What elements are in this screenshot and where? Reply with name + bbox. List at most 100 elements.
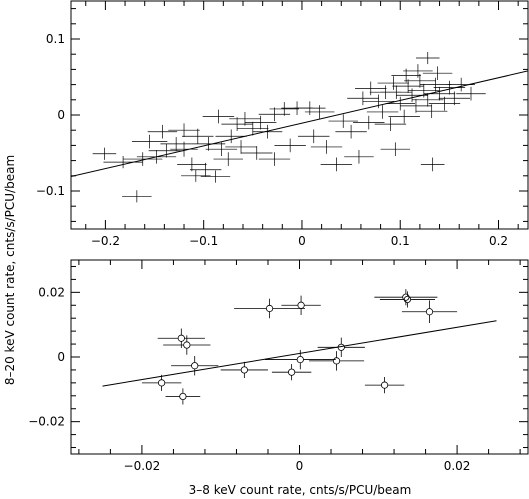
top-data-point bbox=[189, 162, 222, 177]
top-data-point bbox=[344, 149, 374, 164]
bottom-point-marker bbox=[288, 368, 296, 376]
bottom-point-marker bbox=[402, 293, 410, 301]
top-data-point bbox=[366, 105, 399, 119]
top-y-tick-label: 0.1 bbox=[46, 32, 65, 46]
top-data-point bbox=[385, 96, 415, 111]
top-data-point bbox=[274, 138, 306, 153]
bottom-x-tick-label: −0.02 bbox=[124, 459, 161, 473]
bottom-point-marker bbox=[191, 362, 199, 370]
top-data-point bbox=[400, 99, 432, 113]
bottom-y-tick-label: −0.02 bbox=[28, 415, 65, 429]
bottom-point-marker bbox=[265, 304, 274, 313]
top-data-point bbox=[415, 51, 440, 65]
top-data-point bbox=[380, 142, 411, 157]
top-data-point bbox=[377, 76, 410, 90]
top-data-point bbox=[244, 115, 277, 130]
top-data-point bbox=[415, 104, 448, 119]
top-data-point bbox=[328, 114, 358, 128]
top-data-point bbox=[428, 96, 461, 111]
bottom-x-tick-label: 0 bbox=[296, 459, 304, 473]
top-data-point bbox=[92, 147, 117, 160]
top-data-point bbox=[269, 102, 300, 116]
top-data-point bbox=[369, 85, 402, 100]
bottom-data-point bbox=[141, 374, 182, 391]
top-x-tick-label: −0.1 bbox=[189, 234, 218, 248]
bottom-data-point bbox=[308, 351, 365, 371]
top-data-point bbox=[136, 149, 177, 164]
bottom-data-point bbox=[281, 295, 321, 315]
bottom-point-marker bbox=[177, 334, 185, 342]
top-y-tick-label: 0 bbox=[57, 108, 65, 122]
top-data-point bbox=[422, 66, 453, 81]
top-data-point bbox=[123, 152, 163, 166]
top-data-point bbox=[122, 190, 152, 203]
bottom-data-layer bbox=[102, 289, 497, 405]
bottom-data-point bbox=[379, 291, 436, 308]
bottom-plot-frame bbox=[70, 259, 529, 455]
bottom-x-tick-label: 0.02 bbox=[444, 459, 471, 473]
top-data-point bbox=[229, 111, 261, 126]
top-data-point bbox=[200, 170, 231, 183]
top-data-point bbox=[294, 101, 326, 115]
top-data-point bbox=[258, 152, 291, 166]
top-x-tick-label: 0.2 bbox=[489, 234, 508, 248]
bottom-point-marker bbox=[332, 357, 341, 365]
top-data-point bbox=[320, 157, 353, 172]
bottom-point-marker bbox=[337, 343, 345, 351]
bottom-point-marker bbox=[296, 355, 304, 364]
top-data-point bbox=[419, 77, 452, 92]
bottom-data-point bbox=[264, 349, 336, 370]
bottom-point-marker bbox=[425, 308, 434, 316]
top-data-point bbox=[131, 134, 168, 149]
top-data-point bbox=[298, 129, 330, 144]
top-data-point bbox=[456, 86, 486, 101]
top-data-point bbox=[304, 105, 335, 119]
bottom-data-point bbox=[220, 361, 268, 379]
top-data-layer bbox=[71, 51, 528, 203]
top-fit-line bbox=[71, 70, 528, 178]
top-x-tick-label: 0 bbox=[298, 234, 306, 248]
bottom-data-point bbox=[165, 388, 201, 405]
bottom-data-point bbox=[364, 377, 405, 394]
top-data-point bbox=[181, 169, 211, 182]
top-data-point bbox=[412, 92, 444, 107]
bottom-data-point bbox=[171, 356, 219, 376]
top-data-point bbox=[347, 91, 379, 106]
bottom-point-marker bbox=[297, 301, 305, 309]
bottom-data-point bbox=[157, 328, 205, 348]
top-data-point bbox=[168, 123, 200, 138]
x-axis-label: 3–8 keV count rate, cnts/s/PCU/beam bbox=[189, 483, 412, 497]
top-data-point bbox=[353, 115, 385, 130]
top-data-point bbox=[170, 141, 198, 157]
top-data-point bbox=[420, 157, 445, 172]
y-axis-label: 8–20 keV count rate, cnts/s/PCU/beam bbox=[3, 155, 17, 385]
top-data-point bbox=[355, 81, 387, 96]
bottom-data-point bbox=[317, 337, 365, 357]
top-data-point bbox=[403, 64, 433, 78]
bottom-point-marker bbox=[380, 381, 389, 389]
top-data-point bbox=[202, 109, 235, 124]
top-data-point bbox=[447, 77, 475, 92]
top-x-tick-label: −0.2 bbox=[91, 234, 120, 248]
top-data-point bbox=[408, 83, 440, 98]
bottom-point-marker bbox=[183, 341, 191, 349]
bottom-data-point bbox=[234, 298, 306, 319]
top-data-point bbox=[103, 156, 143, 169]
bottom-data-point bbox=[401, 300, 458, 324]
top-data-point bbox=[252, 124, 283, 139]
bottom-point-marker bbox=[158, 379, 166, 387]
top-data-point bbox=[374, 117, 407, 131]
top-data-point bbox=[438, 91, 471, 106]
bottom-data-point bbox=[374, 289, 438, 306]
bottom-data-point bbox=[271, 364, 312, 381]
bottom-data-point bbox=[163, 335, 211, 355]
top-x-tick-label: 0.1 bbox=[391, 234, 410, 248]
top-y-tick-label: −0.1 bbox=[36, 184, 65, 198]
top-plot-frame bbox=[70, 0, 529, 230]
bottom-point-marker bbox=[403, 295, 412, 304]
top-data-point bbox=[241, 146, 273, 160]
top-data-point bbox=[362, 94, 395, 109]
bottom-panel: −0.02 0 0.02 −0.02 0 0.02 bbox=[28, 259, 529, 473]
top-data-point bbox=[191, 137, 226, 151]
